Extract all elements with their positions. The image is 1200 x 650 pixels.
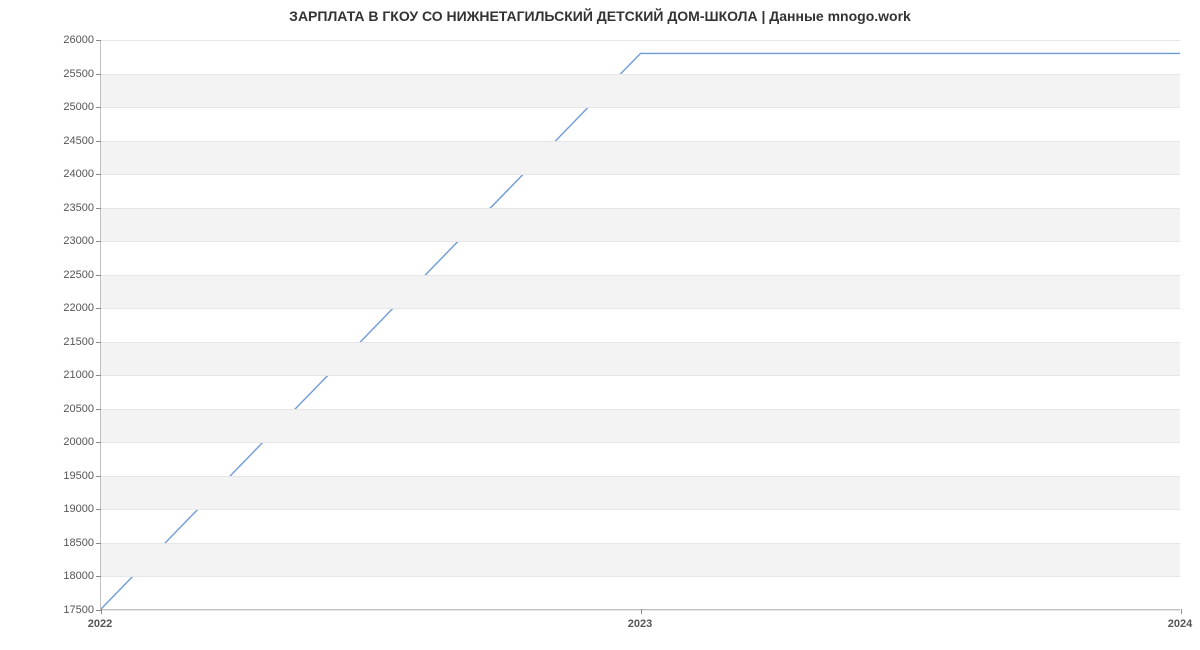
y-gridline (101, 308, 1180, 309)
y-gridline (101, 342, 1180, 343)
y-tick-label: 25000 (14, 101, 94, 113)
plot-band (101, 208, 1180, 242)
y-tick-label: 20500 (14, 403, 94, 415)
y-gridline (101, 107, 1180, 108)
x-tick-label: 2022 (88, 618, 112, 630)
y-tick-label: 21000 (14, 369, 94, 381)
y-tick-label: 23000 (14, 235, 94, 247)
y-tick-label: 18500 (14, 537, 94, 549)
series-line (101, 53, 1180, 609)
y-gridline (101, 275, 1180, 276)
y-tick-mark (96, 442, 101, 443)
y-tick-label: 19000 (14, 503, 94, 515)
y-tick-mark (96, 275, 101, 276)
y-gridline (101, 576, 1180, 577)
plot-area (100, 40, 1180, 610)
y-tick-label: 22000 (14, 302, 94, 314)
y-tick-mark (96, 308, 101, 309)
plot-band (101, 141, 1180, 175)
y-tick-mark (96, 342, 101, 343)
y-gridline (101, 40, 1180, 41)
y-tick-label: 19500 (14, 470, 94, 482)
y-tick-mark (96, 576, 101, 577)
y-tick-mark (96, 208, 101, 209)
x-tick-label: 2024 (1168, 618, 1192, 630)
y-gridline (101, 141, 1180, 142)
y-tick-mark (96, 141, 101, 142)
y-tick-label: 23500 (14, 202, 94, 214)
x-tick-mark (101, 609, 102, 614)
y-tick-label: 22500 (14, 269, 94, 281)
y-gridline (101, 375, 1180, 376)
plot-band (101, 409, 1180, 443)
y-gridline (101, 409, 1180, 410)
y-tick-label: 24000 (14, 168, 94, 180)
plot-band (101, 275, 1180, 309)
y-gridline (101, 442, 1180, 443)
x-tick-label: 2023 (628, 618, 652, 630)
y-tick-mark (96, 543, 101, 544)
plot-band (101, 342, 1180, 376)
y-tick-mark (96, 107, 101, 108)
salary-chart: ЗАРПЛАТА В ГКОУ СО НИЖНЕТАГИЛЬСКИЙ ДЕТСК… (0, 0, 1200, 650)
y-tick-label: 20000 (14, 436, 94, 448)
plot-band (101, 476, 1180, 510)
chart-title: ЗАРПЛАТА В ГКОУ СО НИЖНЕТАГИЛЬСКИЙ ДЕТСК… (0, 8, 1200, 24)
y-tick-label: 24500 (14, 135, 94, 147)
x-tick-mark (1181, 609, 1182, 614)
y-tick-label: 25500 (14, 68, 94, 80)
y-tick-mark (96, 375, 101, 376)
plot-band (101, 74, 1180, 108)
y-gridline (101, 74, 1180, 75)
y-tick-label: 26000 (14, 34, 94, 46)
y-gridline (101, 208, 1180, 209)
y-gridline (101, 241, 1180, 242)
line-layer (101, 40, 1180, 609)
y-tick-label: 18000 (14, 570, 94, 582)
plot-band (101, 543, 1180, 577)
x-tick-mark (641, 609, 642, 614)
y-gridline (101, 543, 1180, 544)
y-tick-mark (96, 476, 101, 477)
y-tick-label: 21500 (14, 336, 94, 348)
y-gridline (101, 174, 1180, 175)
y-gridline (101, 476, 1180, 477)
y-tick-label: 17500 (14, 604, 94, 616)
y-tick-mark (96, 40, 101, 41)
y-gridline (101, 509, 1180, 510)
y-tick-mark (96, 74, 101, 75)
y-tick-mark (96, 174, 101, 175)
y-tick-mark (96, 241, 101, 242)
y-tick-mark (96, 409, 101, 410)
y-tick-mark (96, 509, 101, 510)
